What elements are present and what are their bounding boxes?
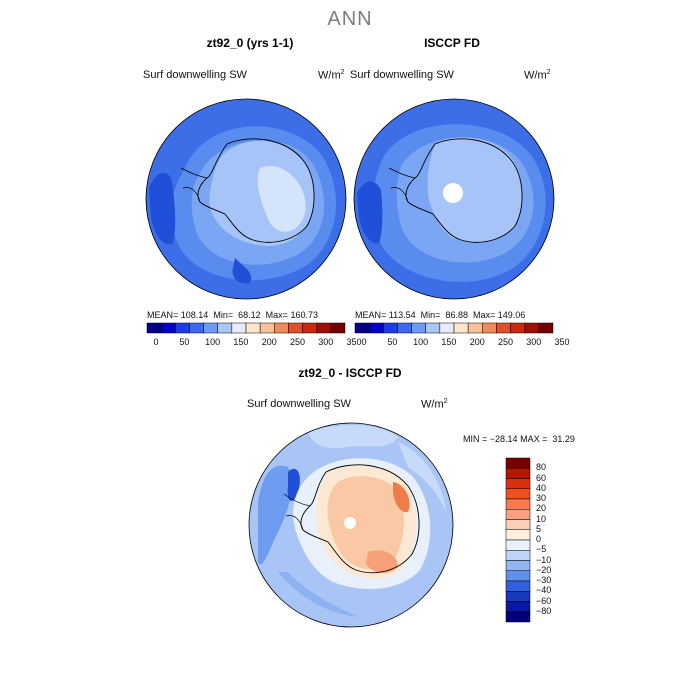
units-diff: W/m2 <box>421 398 448 411</box>
colorbar-swatch <box>316 322 332 334</box>
colorbar-tick-label: −30 <box>536 575 552 585</box>
colorbar-tick-label: 50 <box>179 337 190 347</box>
colorbar-swatch <box>505 560 531 571</box>
colorbar-swatch <box>505 601 531 612</box>
colorbar-tick-label: 60 <box>536 472 547 483</box>
colorbar-tick-label: 350 <box>554 337 570 347</box>
colorbar-tick-label: 0 <box>361 337 367 347</box>
colorbar-swatch <box>288 322 303 334</box>
colorbar-tick-label: 150 <box>233 337 249 347</box>
panel-title-model: zt92_0 (yrs 1-1) <box>206 36 294 50</box>
colorbar-tick-label: 20 <box>536 503 547 514</box>
colorbar-tick-label: 250 <box>497 337 514 347</box>
colorbar-swatch <box>160 322 176 334</box>
colorbar-swatch <box>505 539 531 551</box>
colorbar-tick-label: 300 <box>318 337 334 347</box>
colorbar-swatch <box>146 322 162 334</box>
variable-name-diff: Surf downwelling SW <box>247 398 351 410</box>
stats-model: MEAN= 108.14 Min= 68.12 Max= 160.73 <box>147 310 318 320</box>
colorbar-tick-label: 200 <box>261 337 277 347</box>
colorbar-tick-label: 10 <box>536 513 547 524</box>
colorbar-tick-label: 350 <box>346 337 362 347</box>
polar-map-diff <box>248 422 454 628</box>
colorbar-swatch <box>354 322 370 334</box>
colorbar-swatch <box>383 322 398 334</box>
stats-obs: MEAN= 113.54 Min= 86.88 Max= 149.06 <box>355 310 526 320</box>
panel-title-obs: ISCCP FD <box>424 36 480 50</box>
colorbar-tick-label: 40 <box>536 482 547 493</box>
colorbar-tick-label: 5 <box>536 523 542 534</box>
colorbar-swatch <box>274 322 289 334</box>
colorbar-tick-label: −80 <box>536 605 552 616</box>
colorbar-swatch <box>505 580 531 592</box>
colorbar-swatch <box>505 611 531 623</box>
colorbar-swatch <box>505 478 531 489</box>
colorbar-swatch <box>467 322 483 334</box>
colorbar-tick-label: 100 <box>205 337 221 347</box>
colorbar-swatch <box>482 322 497 334</box>
colorbar-swatch <box>505 468 531 479</box>
colorbar-tick-label: 80 <box>536 462 547 473</box>
colorbar-swatch <box>505 529 531 541</box>
colorbar-tick-label: −5 <box>536 544 547 555</box>
colorbar-swatch <box>189 322 204 334</box>
colorbar-tick-label: 0 <box>153 337 159 347</box>
colorbar-swatch <box>411 322 426 334</box>
colorbar-tick-label: 100 <box>413 337 429 347</box>
colorbar-swatch <box>505 457 531 469</box>
colorbar-tick-label: 150 <box>441 337 457 347</box>
colorbar-tick-label: 0 <box>536 534 542 544</box>
panel-title-diff: zt92_0 - ISCCP FD <box>298 366 402 380</box>
colorbar-tick-label: 50 <box>387 337 398 347</box>
colorbar-swatch <box>505 570 531 582</box>
colorbar-swatch <box>368 322 384 334</box>
colorbar-swatch <box>439 322 455 334</box>
colorbar-tick-label: 300 <box>526 337 542 347</box>
colorbar-swatch <box>505 488 531 500</box>
colorbar-tick-label: 250 <box>289 337 306 347</box>
colorbar-labels-obs: 0 50 100 150 200 250 300 350 <box>355 337 570 349</box>
units-obs: W/m2 <box>524 69 551 82</box>
colorbar-swatch <box>505 550 531 561</box>
polar-map-obs <box>353 98 555 300</box>
colorbar-tick-label: −40 <box>536 585 552 596</box>
colorbar-swatch <box>496 322 511 334</box>
colorbar-swatch <box>505 509 531 520</box>
colorbar-tick-label: 30 <box>536 493 547 503</box>
colorbar-swatch <box>397 322 412 334</box>
colorbar-swatch <box>538 322 554 334</box>
colorbar-labels-diff: 80 60 40 30 20 10 5 0 −5 −10 −20 −30 −40 −60 −80 <box>536 458 576 622</box>
colorbar-swatch <box>245 322 261 334</box>
colorbar-tick-label: −20 <box>536 564 552 575</box>
colorbar-swatch <box>453 322 469 334</box>
polar-map-model <box>145 98 347 300</box>
colorbar-swatch <box>217 322 233 334</box>
colorbar-labels-model: 0 50 100 150 200 250 300 350 <box>147 337 362 349</box>
season-title: ANN <box>327 8 373 30</box>
colorbar-swatch <box>425 322 441 334</box>
colorbar-obs <box>354 322 554 334</box>
colorbar-tick-label: −10 <box>536 554 552 565</box>
colorbar-swatch <box>259 322 275 334</box>
minmax-diff: MIN = −28.14 MAX = 31.29 <box>463 434 575 444</box>
colorbar-swatch <box>505 519 531 530</box>
colorbar-swatch <box>231 322 247 334</box>
colorbar-swatch <box>330 322 346 334</box>
variable-name-model: Surf downwelling SW <box>143 69 247 81</box>
colorbar-swatch <box>302 322 317 334</box>
colorbar-swatch <box>505 498 531 510</box>
colorbar-model <box>146 322 346 334</box>
colorbar-swatch <box>203 322 218 334</box>
variable-name-obs: Surf downwelling SW <box>350 69 454 81</box>
colorbar-swatch <box>510 322 525 334</box>
colorbar-tick-label: −60 <box>536 595 552 606</box>
colorbar-swatch <box>524 322 540 334</box>
units-model: W/m2 <box>318 69 345 82</box>
colorbar-diff <box>505 457 531 623</box>
colorbar-tick-label: 200 <box>469 337 485 347</box>
colorbar-swatch <box>175 322 190 334</box>
colorbar-swatch <box>505 591 531 602</box>
